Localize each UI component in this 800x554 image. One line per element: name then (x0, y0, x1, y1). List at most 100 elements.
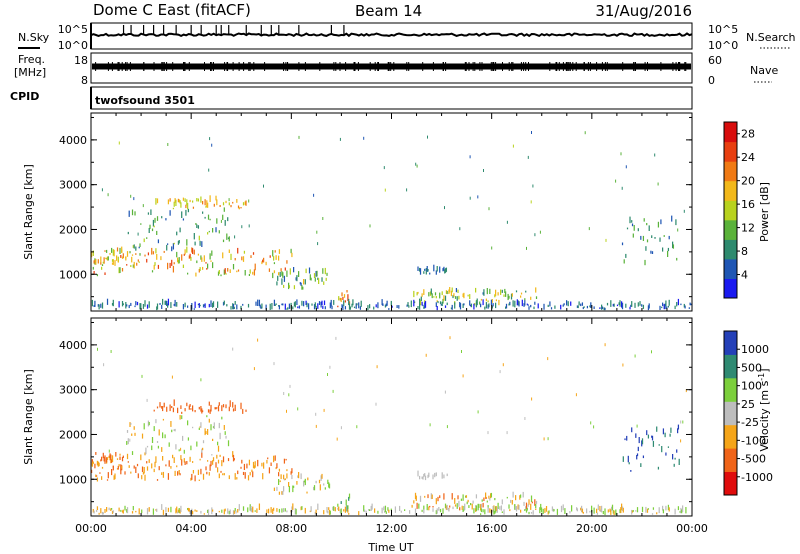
data-cell (596, 512, 599, 515)
data-cell (156, 198, 159, 204)
data-cell (282, 303, 284, 306)
data-cell (106, 457, 109, 460)
data-cell (182, 435, 184, 441)
data-cell (236, 477, 238, 480)
data-cell (283, 486, 285, 492)
data-cell (262, 259, 264, 263)
data-cell (634, 302, 636, 308)
data-cell (621, 242, 624, 246)
data-cell (98, 512, 100, 515)
data-cell (176, 251, 178, 258)
data-cell (477, 410, 479, 414)
data-cell (388, 308, 390, 310)
data-cell (667, 504, 670, 511)
data-cell (104, 250, 106, 252)
data-cell (155, 419, 157, 424)
data-cell (459, 302, 461, 308)
data-cell (173, 262, 175, 265)
data-cell (449, 505, 451, 508)
data-cell (680, 439, 682, 443)
data-cell (273, 455, 275, 463)
data-cell (187, 437, 190, 441)
velocity-colorbar-tick-label: -1000 (741, 471, 773, 484)
data-cell (521, 299, 523, 307)
data-cell (118, 141, 120, 145)
data-cell (315, 480, 317, 484)
data-cell (630, 304, 632, 307)
data-cell (186, 402, 188, 407)
data-cell (295, 508, 297, 515)
data-cell (208, 168, 210, 172)
data-cell (135, 466, 137, 473)
data-cell (181, 211, 183, 218)
data-cell (197, 469, 200, 475)
data-cell (400, 510, 402, 513)
data-cell (547, 357, 549, 361)
data-cell (508, 295, 510, 299)
data-cell (232, 201, 234, 204)
data-cell (406, 304, 408, 307)
power-colorbar-tick-label: 16 (741, 198, 755, 211)
data-cell (441, 301, 443, 306)
data-cell (383, 166, 385, 170)
data-cell (269, 255, 271, 258)
data-cell (508, 504, 510, 509)
data-cell (272, 272, 274, 279)
data-cell (509, 509, 511, 512)
data-cell (154, 461, 156, 468)
data-cell (192, 426, 194, 429)
data-cell (283, 458, 286, 464)
data-cell (207, 509, 210, 515)
data-cell (164, 300, 166, 305)
data-cell (509, 301, 511, 306)
data-cell (148, 228, 150, 233)
data-cell (326, 272, 328, 276)
data-cell (318, 301, 321, 305)
data-cell (463, 506, 465, 511)
data-cell (193, 233, 195, 240)
data-cell (202, 201, 204, 205)
data-cell (588, 227, 590, 231)
data-cell (332, 389, 334, 393)
data-cell (301, 300, 303, 306)
data-cell (167, 298, 170, 306)
data-cell (275, 467, 277, 470)
velocity-colorbar-swatch (724, 448, 737, 472)
data-cell (356, 425, 358, 429)
data-cell (240, 402, 242, 410)
data-cell (621, 302, 624, 310)
data-cell (580, 507, 582, 511)
data-cell (93, 510, 95, 514)
data-cell (469, 196, 471, 200)
data-cell (174, 428, 176, 432)
data-cell (683, 209, 685, 213)
data-cell (112, 259, 114, 265)
data-cell (322, 217, 324, 220)
data-cell (190, 477, 192, 481)
data-cell (106, 249, 108, 253)
data-cell (547, 304, 549, 307)
data-cell (156, 508, 158, 512)
data-cell (197, 253, 200, 256)
data-cell (98, 462, 100, 467)
data-cell (422, 476, 424, 480)
data-cell (484, 509, 486, 515)
data-cell (191, 247, 193, 253)
data-cell (304, 279, 306, 285)
data-cell (576, 507, 578, 511)
data-cell (200, 468, 202, 475)
data-cell (499, 506, 501, 510)
data-cell (321, 300, 323, 305)
data-cell (256, 508, 258, 513)
data-cell (227, 217, 229, 222)
data-cell (240, 305, 242, 310)
data-cell (321, 277, 323, 282)
data-cell (662, 302, 664, 307)
data-cell (210, 460, 212, 467)
data-cell (461, 505, 463, 510)
data-cell (198, 479, 200, 481)
data-cell (466, 501, 468, 505)
data-cell (111, 469, 113, 476)
data-cell (670, 427, 672, 433)
data-cell (96, 274, 99, 277)
